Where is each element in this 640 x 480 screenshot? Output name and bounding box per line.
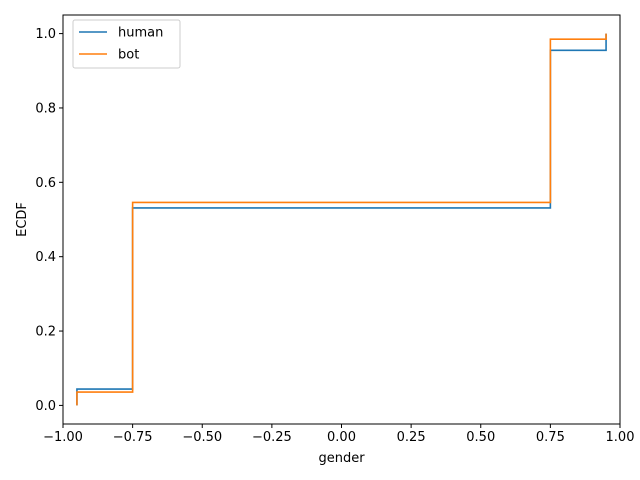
x-axis-ticks: −1.00 −0.75 −0.50 −0.25 0.00 0.25 0.50 0.75 1.00 — [43, 424, 634, 445]
legend-label-bot: bot — [118, 48, 139, 63]
x-tick-label: −0.50 — [182, 430, 222, 445]
x-axis-label: gender — [318, 451, 365, 466]
x-tick-label: −0.25 — [252, 430, 292, 445]
y-tick-label: 0.4 — [35, 250, 56, 265]
x-tick-label: 0.75 — [536, 430, 565, 445]
y-tick-label: 0.0 — [35, 399, 56, 414]
x-tick-label: −0.75 — [113, 430, 153, 445]
series-line-human — [76, 33, 607, 406]
x-tick-label: 0.25 — [397, 430, 426, 445]
legend-label-human: human — [118, 26, 163, 41]
x-tick-label: 1.00 — [606, 430, 635, 445]
y-tick-label: 0.6 — [35, 176, 56, 191]
x-tick-label: −1.00 — [43, 430, 83, 445]
x-tick-label: 0.50 — [466, 430, 495, 445]
series-layer — [76, 33, 607, 406]
legend: human bot — [72, 19, 181, 69]
y-axis-label: ECDF — [15, 202, 30, 237]
series-line-bot — [76, 33, 607, 406]
x-tick-label: 0.00 — [327, 430, 356, 445]
y-tick-label: 0.2 — [35, 325, 56, 340]
y-tick-label: 1.0 — [35, 27, 56, 42]
y-axis-ticks: 0.0 0.2 0.4 0.6 0.8 1.0 — [35, 27, 63, 414]
y-tick-label: 0.8 — [35, 101, 56, 116]
